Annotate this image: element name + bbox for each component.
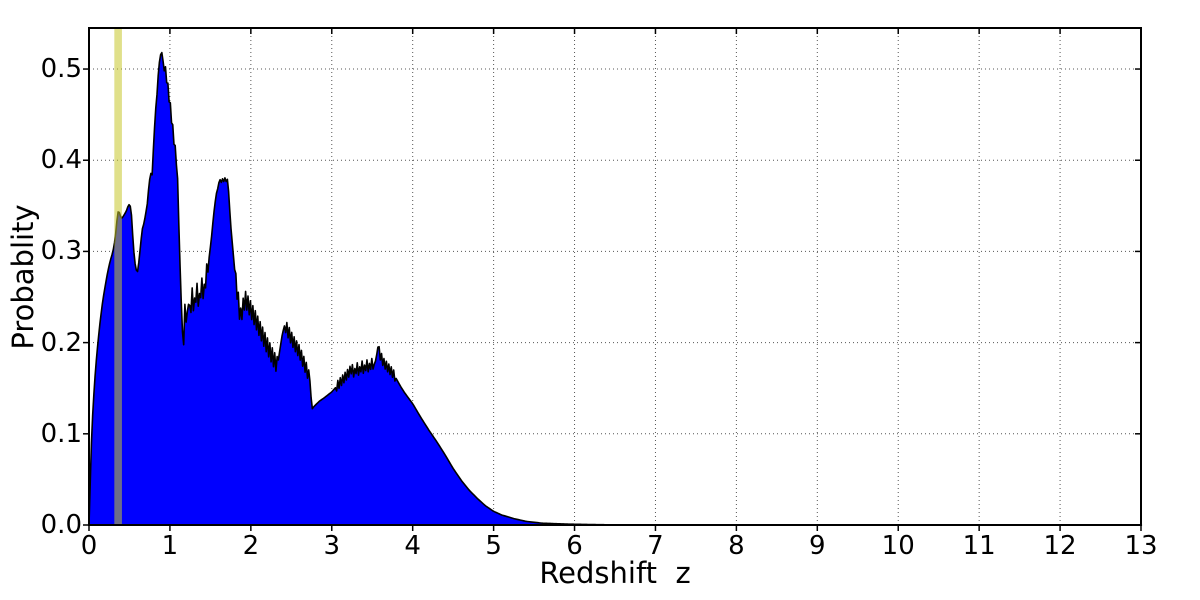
x-tick-label: 2 [242,531,260,561]
x-tick-label: 3 [323,531,341,561]
y-tick-label: 0.0 [40,510,82,540]
y-tick-label: 0.2 [40,327,82,358]
x-tick-label: 9 [809,531,826,561]
x-tick-label: 8 [728,531,745,561]
x-tick-label: 10 [881,531,915,561]
x-tick-label: 4 [404,531,421,561]
y-tick-label: 0.1 [40,418,82,449]
redshift-highlight-band [114,28,122,525]
x-tick-label: 11 [962,531,996,561]
y-tick-label: 0.5 [40,54,82,85]
x-axis-title: Redshift z [539,556,691,590]
x-tick-label: 5 [485,531,502,561]
x-tick-label: 7 [647,531,664,561]
axes-frame [88,27,1142,526]
x-tick-label: 6 [566,531,583,561]
probability-area-curve [88,51,1143,526]
x-tick-label: 12 [1043,531,1077,561]
y-tick-label: 0.4 [40,145,82,176]
y-tick-label: 0.3 [40,236,82,267]
x-tick-label: 13 [1124,531,1158,561]
x-tick-label: 1 [161,531,179,561]
x-tick-label: 0 [80,531,98,561]
